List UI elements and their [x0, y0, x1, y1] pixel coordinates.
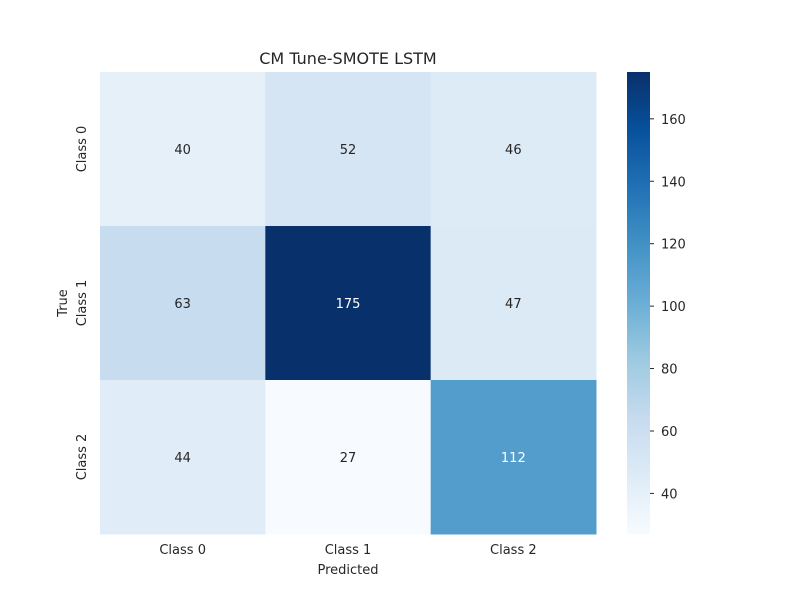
- colorbar-tick-label: 40: [661, 487, 678, 502]
- y-tick-label: Class 1: [75, 280, 90, 327]
- heatmap-cell: [100, 226, 266, 381]
- chart-title: CM Tune-SMOTE LSTM: [259, 49, 436, 68]
- colorbar: [627, 72, 650, 534]
- heatmap-cell: [430, 72, 597, 227]
- colorbar-tick-label: 80: [661, 363, 678, 378]
- cell-value-label: 27: [340, 451, 357, 466]
- y-tick-label: Class 0: [75, 126, 90, 173]
- cell-value-label: 47: [505, 297, 522, 312]
- heatmap-cell: [265, 380, 432, 535]
- colorbar-tick-label: 160: [661, 113, 686, 128]
- heatmap-cell: [100, 380, 266, 535]
- heatmap-cells: [100, 72, 597, 535]
- x-tick-label: Class 2: [490, 543, 537, 558]
- cell-value-label: 175: [336, 297, 361, 312]
- heatmap-cell: [265, 226, 432, 381]
- heatmap-cell-labels: 40 52 46 63 175 47 44 27 112: [174, 143, 525, 466]
- colorbar-tick-label: 100: [661, 300, 686, 315]
- colorbar-tick-label: 120: [661, 238, 686, 253]
- heatmap-cell: [100, 72, 266, 227]
- heatmap-cell: [430, 380, 597, 535]
- colorbar-tick-label: 60: [661, 425, 678, 440]
- y-axis-ticks: Class 0 Class 1 Class 2: [75, 126, 90, 481]
- heatmap-cell: [265, 72, 432, 227]
- cell-value-label: 46: [505, 143, 522, 158]
- heatmap-cell: [430, 226, 597, 381]
- x-tick-label: Class 0: [159, 543, 206, 558]
- cell-value-label: 52: [340, 143, 357, 158]
- x-axis-ticks: Class 0 Class 1 Class 2: [159, 543, 536, 558]
- cell-value-label: 63: [174, 297, 191, 312]
- cell-value-label: 40: [174, 143, 191, 158]
- colorbar-ticks: 40 60 80 100 120 140 160: [650, 113, 686, 502]
- y-tick-label: Class 2: [75, 434, 90, 481]
- colorbar-tick-label: 140: [661, 175, 686, 190]
- cell-value-label: 44: [174, 451, 191, 466]
- y-axis-label: True: [56, 289, 71, 318]
- cell-value-label: 112: [501, 451, 526, 466]
- x-tick-label: Class 1: [325, 543, 372, 558]
- x-axis-label: Predicted: [317, 563, 378, 578]
